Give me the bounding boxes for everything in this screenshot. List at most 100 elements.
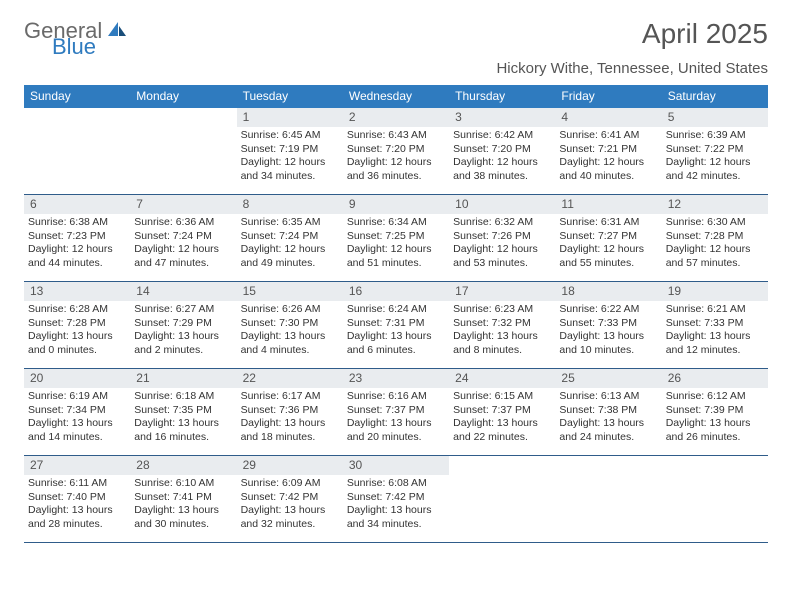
calendar-page: General April 2025 Blue Hickory Withe, T… [0,0,792,543]
daylight-text: Daylight: 13 hours and 18 minutes. [241,417,339,444]
weekday-header: Thursday [449,85,555,108]
daylight-text: Daylight: 12 hours and 53 minutes. [453,243,551,270]
daylight-text: Daylight: 12 hours and 34 minutes. [241,156,339,183]
daylight-text: Daylight: 12 hours and 38 minutes. [453,156,551,183]
day-cell: 5Sunrise: 6:39 AMSunset: 7:22 PMDaylight… [662,108,768,194]
day-body: Sunrise: 6:35 AMSunset: 7:24 PMDaylight:… [237,214,343,273]
day-number: 3 [449,108,555,127]
day-cell: 27Sunrise: 6:11 AMSunset: 7:40 PMDayligh… [24,456,130,542]
sunrise-text: Sunrise: 6:35 AM [241,216,339,230]
sunrise-text: Sunrise: 6:45 AM [241,129,339,143]
day-cell: 21Sunrise: 6:18 AMSunset: 7:35 PMDayligh… [130,369,236,455]
day-body: Sunrise: 6:28 AMSunset: 7:28 PMDaylight:… [24,301,130,360]
day-cell: 22Sunrise: 6:17 AMSunset: 7:36 PMDayligh… [237,369,343,455]
weekday-header: Saturday [662,85,768,108]
day-number: 26 [662,369,768,388]
day-number: 24 [449,369,555,388]
day-cell: 2Sunrise: 6:43 AMSunset: 7:20 PMDaylight… [343,108,449,194]
day-cell: 4Sunrise: 6:41 AMSunset: 7:21 PMDaylight… [555,108,661,194]
sunset-text: Sunset: 7:37 PM [347,404,445,418]
sunrise-text: Sunrise: 6:22 AM [559,303,657,317]
day-body: Sunrise: 6:15 AMSunset: 7:37 PMDaylight:… [449,388,555,447]
sunrise-text: Sunrise: 6:11 AM [28,477,126,491]
daylight-text: Daylight: 13 hours and 12 minutes. [666,330,764,357]
day-number: 27 [24,456,130,475]
sunrise-text: Sunrise: 6:16 AM [347,390,445,404]
daylight-text: Daylight: 13 hours and 22 minutes. [453,417,551,444]
day-cell: 30Sunrise: 6:08 AMSunset: 7:42 PMDayligh… [343,456,449,542]
location-subtitle: Hickory Withe, Tennessee, United States [24,60,768,77]
day-body: Sunrise: 6:13 AMSunset: 7:38 PMDaylight:… [555,388,661,447]
day-number: 23 [343,369,449,388]
sunset-text: Sunset: 7:34 PM [28,404,126,418]
sunset-text: Sunset: 7:21 PM [559,143,657,157]
weekday-header: Monday [130,85,236,108]
sunrise-text: Sunrise: 6:23 AM [453,303,551,317]
day-number: 13 [24,282,130,301]
daylight-text: Daylight: 12 hours and 40 minutes. [559,156,657,183]
day-body: Sunrise: 6:12 AMSunset: 7:39 PMDaylight:… [662,388,768,447]
day-body: Sunrise: 6:42 AMSunset: 7:20 PMDaylight:… [449,127,555,186]
sunset-text: Sunset: 7:24 PM [134,230,232,244]
daylight-text: Daylight: 12 hours and 55 minutes. [559,243,657,270]
day-number: 10 [449,195,555,214]
day-body: Sunrise: 6:19 AMSunset: 7:34 PMDaylight:… [24,388,130,447]
weekday-header: Sunday [24,85,130,108]
sunrise-text: Sunrise: 6:09 AM [241,477,339,491]
day-body: Sunrise: 6:30 AMSunset: 7:28 PMDaylight:… [662,214,768,273]
daylight-text: Daylight: 13 hours and 24 minutes. [559,417,657,444]
day-number: 21 [130,369,236,388]
day-body: Sunrise: 6:45 AMSunset: 7:19 PMDaylight:… [237,127,343,186]
day-number: 28 [130,456,236,475]
day-cell: 13Sunrise: 6:28 AMSunset: 7:28 PMDayligh… [24,282,130,368]
daylight-text: Daylight: 13 hours and 16 minutes. [134,417,232,444]
day-number: 25 [555,369,661,388]
sunset-text: Sunset: 7:35 PM [134,404,232,418]
weekday-header-row: SundayMondayTuesdayWednesdayThursdayFrid… [24,85,768,108]
sunrise-text: Sunrise: 6:26 AM [241,303,339,317]
daylight-text: Daylight: 13 hours and 20 minutes. [347,417,445,444]
day-number: 1 [237,108,343,127]
sunrise-text: Sunrise: 6:24 AM [347,303,445,317]
sunset-text: Sunset: 7:24 PM [241,230,339,244]
day-cell: . [662,456,768,542]
day-body: Sunrise: 6:21 AMSunset: 7:33 PMDaylight:… [662,301,768,360]
sunset-text: Sunset: 7:38 PM [559,404,657,418]
sunset-text: Sunset: 7:42 PM [347,491,445,505]
day-cell: 10Sunrise: 6:32 AMSunset: 7:26 PMDayligh… [449,195,555,281]
sail-icon [106,18,128,44]
day-cell: 26Sunrise: 6:12 AMSunset: 7:39 PMDayligh… [662,369,768,455]
week-row: ..1Sunrise: 6:45 AMSunset: 7:19 PMDaylig… [24,108,768,195]
day-number: 4 [555,108,661,127]
day-number: 2 [343,108,449,127]
day-body: Sunrise: 6:24 AMSunset: 7:31 PMDaylight:… [343,301,449,360]
sunrise-text: Sunrise: 6:21 AM [666,303,764,317]
sunset-text: Sunset: 7:40 PM [28,491,126,505]
sunset-text: Sunset: 7:22 PM [666,143,764,157]
sunrise-text: Sunrise: 6:36 AM [134,216,232,230]
sunset-text: Sunset: 7:23 PM [28,230,126,244]
day-body: Sunrise: 6:36 AMSunset: 7:24 PMDaylight:… [130,214,236,273]
sunset-text: Sunset: 7:37 PM [453,404,551,418]
daylight-text: Daylight: 12 hours and 51 minutes. [347,243,445,270]
daylight-text: Daylight: 13 hours and 0 minutes. [28,330,126,357]
day-cell: 15Sunrise: 6:26 AMSunset: 7:30 PMDayligh… [237,282,343,368]
day-cell: 16Sunrise: 6:24 AMSunset: 7:31 PMDayligh… [343,282,449,368]
day-body: Sunrise: 6:17 AMSunset: 7:36 PMDaylight:… [237,388,343,447]
day-cell: . [449,456,555,542]
day-cell: 20Sunrise: 6:19 AMSunset: 7:34 PMDayligh… [24,369,130,455]
sunrise-text: Sunrise: 6:43 AM [347,129,445,143]
sunrise-text: Sunrise: 6:27 AM [134,303,232,317]
sunrise-text: Sunrise: 6:19 AM [28,390,126,404]
sunset-text: Sunset: 7:31 PM [347,317,445,331]
week-row: 20Sunrise: 6:19 AMSunset: 7:34 PMDayligh… [24,369,768,456]
day-cell: 11Sunrise: 6:31 AMSunset: 7:27 PMDayligh… [555,195,661,281]
day-number: 12 [662,195,768,214]
day-body: Sunrise: 6:18 AMSunset: 7:35 PMDaylight:… [130,388,236,447]
day-number: 29 [237,456,343,475]
sunset-text: Sunset: 7:39 PM [666,404,764,418]
weekday-header: Friday [555,85,661,108]
day-number: 14 [130,282,236,301]
day-cell: 8Sunrise: 6:35 AMSunset: 7:24 PMDaylight… [237,195,343,281]
daylight-text: Daylight: 13 hours and 4 minutes. [241,330,339,357]
